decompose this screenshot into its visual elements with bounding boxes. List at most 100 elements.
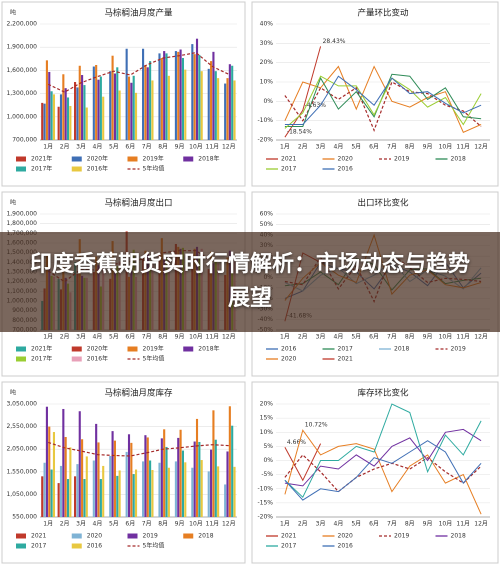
legend-label: 2019年 [143,345,164,353]
x-tick-label: 7月 [387,334,397,341]
legend-swatch [71,356,82,362]
x-tick-label: 5月 [109,144,119,151]
bar [130,442,133,517]
bar [50,91,53,140]
series-line [284,428,482,487]
bar [59,94,63,140]
y-tick-label: 1,800,000 [6,220,37,227]
bar [212,410,215,517]
y-tick-label: -15% [257,499,273,506]
series-line [284,429,482,515]
bar [158,53,161,140]
y-tick-label: 1,600,000 [6,67,37,74]
y-tick-label: 1,900,000 [6,44,37,51]
x-tick-label: 2月 [298,144,308,151]
legend-swatch [16,166,26,172]
bar [95,423,98,517]
series-line [284,443,322,482]
bar [78,411,81,517]
y-tick-label: 2,550,000 [6,423,37,430]
bar [125,48,128,140]
bar [165,446,168,517]
x-tick-label: 9月 [423,144,433,151]
x-tick-label: 2月 [60,521,70,528]
bar [151,469,154,517]
x-tick-label: 6月 [125,334,135,341]
bar [207,68,210,140]
x-tick-label: 3月 [76,334,86,341]
bar [226,78,229,140]
x-tick-label: 11月 [206,144,220,151]
bar [163,429,166,517]
x-tick-label: 9月 [175,144,185,151]
bar [226,451,229,517]
bar [83,479,86,517]
legend-label: 2016年 [87,355,108,363]
legend-label: 2016 [87,543,102,550]
y-tick-label: -10% [257,485,273,492]
bar [69,105,72,140]
bar [97,442,100,517]
data-label: -18.54% [287,129,312,136]
bar [149,460,152,517]
y-tick-label: 10% [260,429,274,436]
legend-label: 2020 [338,156,353,163]
legend-label: 2016 [338,543,353,550]
bar [134,469,138,517]
y-tick-label: 40% [260,21,274,28]
y-tick-label: 20% [260,59,274,66]
legend-swatch [71,543,82,549]
y-tick-label: 10% [260,79,274,86]
y-tick-label: 2,050,000 [6,446,37,453]
bar [99,76,102,140]
bar [181,58,184,140]
y-tick-label: 15% [260,415,274,422]
bar [179,429,182,517]
x-tick-label: 5月 [109,521,119,528]
series-line [284,440,482,501]
panel-border [251,1,499,187]
y-tick-label: 0% [263,98,273,105]
bar [142,461,145,517]
bar [81,439,84,517]
y-tick-label: -20% [257,137,273,144]
bar [92,460,95,517]
x-tick-label: 12月 [222,521,236,528]
bar [212,51,215,141]
y-tick-label: 20% [260,401,274,408]
x-tick-label: 2月 [298,521,308,528]
chart-title: 马棕榈油月度产量 [104,8,173,19]
legend-label: 2016年 [87,165,108,173]
unit-label: 吨 [10,199,16,207]
x-tick-label: 6月 [125,144,135,151]
bar [57,483,60,517]
bar [163,51,166,140]
x-tick-label: 10月 [189,521,203,528]
bar [74,476,77,517]
legend-swatch [16,346,26,352]
x-tick-label: 6月 [369,521,379,528]
x-tick-label: 8月 [405,334,415,341]
bar [177,51,180,141]
legend-label: 2020 [281,356,296,363]
legend-label: 2018 [394,346,409,353]
bar [109,71,112,140]
legend-swatch [127,156,138,162]
bar [231,425,234,517]
legend-label: 5年均值 [143,355,165,363]
series-line [284,81,482,132]
x-tick-label: 9月 [423,334,433,341]
x-tick-label: 7月 [387,144,397,151]
bar [43,103,46,140]
bar [64,436,67,517]
data-label: 4.66% [287,439,306,446]
series-line [284,403,482,499]
x-tick-label: 1月 [43,144,53,151]
x-tick-label: 7月 [142,334,152,341]
x-tick-label: 5月 [351,144,361,151]
legend-label: 2020 [87,533,102,540]
bar [193,54,196,140]
bar [224,484,227,517]
legend-label: 2018 [451,533,466,540]
series-line [284,75,482,129]
